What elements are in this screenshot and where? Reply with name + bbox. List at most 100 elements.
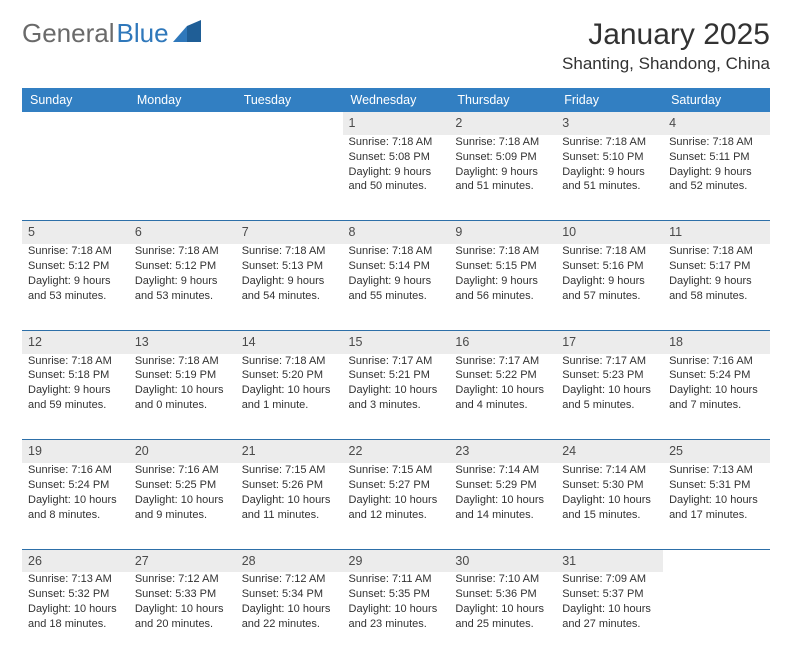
- day-info: Sunrise: 7:15 AMSunset: 5:27 PMDaylight:…: [343, 463, 450, 549]
- day-number: 21: [236, 440, 343, 463]
- location: Shanting, Shandong, China: [562, 54, 770, 74]
- day-info-text: Sunrise: 7:17 AMSunset: 5:21 PMDaylight:…: [349, 354, 444, 413]
- daynum-row: 1234: [22, 112, 770, 135]
- daynum-row: 262728293031: [22, 549, 770, 572]
- day-number: 8: [343, 221, 450, 244]
- day-info: [22, 135, 129, 221]
- day-info: Sunrise: 7:13 AMSunset: 5:31 PMDaylight:…: [663, 463, 770, 549]
- daynum-row: 19202122232425: [22, 440, 770, 463]
- day-info: Sunrise: 7:18 AMSunset: 5:12 PMDaylight:…: [22, 244, 129, 330]
- logo-text-1: General: [22, 18, 115, 49]
- day-info-text: Sunrise: 7:14 AMSunset: 5:29 PMDaylight:…: [455, 463, 550, 522]
- day-info: Sunrise: 7:12 AMSunset: 5:33 PMDaylight:…: [129, 572, 236, 658]
- day-info-text: Sunrise: 7:14 AMSunset: 5:30 PMDaylight:…: [562, 463, 657, 522]
- weekday-header: Tuesday: [236, 88, 343, 112]
- month-title: January 2025: [562, 18, 770, 52]
- day-info: Sunrise: 7:15 AMSunset: 5:26 PMDaylight:…: [236, 463, 343, 549]
- page-header: GeneralBlue January 2025 Shanting, Shand…: [22, 18, 770, 74]
- day-number: 3: [556, 112, 663, 135]
- day-info-text: Sunrise: 7:18 AMSunset: 5:18 PMDaylight:…: [28, 354, 123, 413]
- day-info-row: Sunrise: 7:16 AMSunset: 5:24 PMDaylight:…: [22, 463, 770, 549]
- day-info-text: Sunrise: 7:18 AMSunset: 5:15 PMDaylight:…: [455, 244, 550, 303]
- day-info: Sunrise: 7:18 AMSunset: 5:08 PMDaylight:…: [343, 135, 450, 221]
- day-info: Sunrise: 7:11 AMSunset: 5:35 PMDaylight:…: [343, 572, 450, 658]
- day-number: [129, 112, 236, 135]
- day-info-text: Sunrise: 7:16 AMSunset: 5:24 PMDaylight:…: [669, 354, 764, 413]
- day-number: 6: [129, 221, 236, 244]
- day-info-text: Sunrise: 7:18 AMSunset: 5:20 PMDaylight:…: [242, 354, 337, 413]
- day-info-text: Sunrise: 7:18 AMSunset: 5:12 PMDaylight:…: [28, 244, 123, 303]
- day-info-text: Sunrise: 7:18 AMSunset: 5:11 PMDaylight:…: [669, 135, 764, 194]
- logo: GeneralBlue: [22, 18, 203, 49]
- day-info: [129, 135, 236, 221]
- day-info-text: Sunrise: 7:18 AMSunset: 5:19 PMDaylight:…: [135, 354, 230, 413]
- weekday-header: Wednesday: [343, 88, 450, 112]
- day-number: 24: [556, 440, 663, 463]
- day-info-text: Sunrise: 7:18 AMSunset: 5:10 PMDaylight:…: [562, 135, 657, 194]
- day-number: 12: [22, 330, 129, 353]
- day-info-text: Sunrise: 7:18 AMSunset: 5:14 PMDaylight:…: [349, 244, 444, 303]
- day-number: 9: [449, 221, 556, 244]
- day-info-text: Sunrise: 7:16 AMSunset: 5:25 PMDaylight:…: [135, 463, 230, 522]
- day-info: Sunrise: 7:17 AMSunset: 5:21 PMDaylight:…: [343, 354, 450, 440]
- day-info: Sunrise: 7:12 AMSunset: 5:34 PMDaylight:…: [236, 572, 343, 658]
- day-number: 14: [236, 330, 343, 353]
- day-info: Sunrise: 7:16 AMSunset: 5:24 PMDaylight:…: [22, 463, 129, 549]
- day-info: [236, 135, 343, 221]
- weekday-header: Saturday: [663, 88, 770, 112]
- day-number: 26: [22, 549, 129, 572]
- weekday-header-row: Sunday Monday Tuesday Wednesday Thursday…: [22, 88, 770, 112]
- day-info-text: Sunrise: 7:18 AMSunset: 5:17 PMDaylight:…: [669, 244, 764, 303]
- day-info: [663, 572, 770, 658]
- day-info: Sunrise: 7:18 AMSunset: 5:20 PMDaylight:…: [236, 354, 343, 440]
- day-number: 28: [236, 549, 343, 572]
- day-info-text: Sunrise: 7:15 AMSunset: 5:26 PMDaylight:…: [242, 463, 337, 522]
- weekday-header: Thursday: [449, 88, 556, 112]
- day-info: Sunrise: 7:18 AMSunset: 5:10 PMDaylight:…: [556, 135, 663, 221]
- weekday-header: Monday: [129, 88, 236, 112]
- day-info: Sunrise: 7:14 AMSunset: 5:30 PMDaylight:…: [556, 463, 663, 549]
- day-info: Sunrise: 7:18 AMSunset: 5:17 PMDaylight:…: [663, 244, 770, 330]
- weekday-header: Sunday: [22, 88, 129, 112]
- day-info: Sunrise: 7:18 AMSunset: 5:18 PMDaylight:…: [22, 354, 129, 440]
- day-info: Sunrise: 7:18 AMSunset: 5:15 PMDaylight:…: [449, 244, 556, 330]
- day-info-text: Sunrise: 7:16 AMSunset: 5:24 PMDaylight:…: [28, 463, 123, 522]
- day-info: Sunrise: 7:18 AMSunset: 5:09 PMDaylight:…: [449, 135, 556, 221]
- day-info-text: Sunrise: 7:09 AMSunset: 5:37 PMDaylight:…: [562, 572, 657, 631]
- day-number: 20: [129, 440, 236, 463]
- day-number: 13: [129, 330, 236, 353]
- daynum-row: 567891011: [22, 221, 770, 244]
- day-info-text: Sunrise: 7:12 AMSunset: 5:34 PMDaylight:…: [242, 572, 337, 631]
- day-info: Sunrise: 7:10 AMSunset: 5:36 PMDaylight:…: [449, 572, 556, 658]
- day-info-text: Sunrise: 7:18 AMSunset: 5:16 PMDaylight:…: [562, 244, 657, 303]
- day-info: Sunrise: 7:18 AMSunset: 5:16 PMDaylight:…: [556, 244, 663, 330]
- day-number: 16: [449, 330, 556, 353]
- day-number: 29: [343, 549, 450, 572]
- calendar-table: Sunday Monday Tuesday Wednesday Thursday…: [22, 88, 770, 658]
- title-block: January 2025 Shanting, Shandong, China: [562, 18, 770, 74]
- day-number: 31: [556, 549, 663, 572]
- day-info-text: Sunrise: 7:10 AMSunset: 5:36 PMDaylight:…: [455, 572, 550, 631]
- day-info-text: Sunrise: 7:18 AMSunset: 5:09 PMDaylight:…: [455, 135, 550, 194]
- day-number: 22: [343, 440, 450, 463]
- day-number: 2: [449, 112, 556, 135]
- day-info: Sunrise: 7:18 AMSunset: 5:11 PMDaylight:…: [663, 135, 770, 221]
- day-number: 30: [449, 549, 556, 572]
- logo-text-2: Blue: [117, 18, 169, 49]
- day-info-text: Sunrise: 7:15 AMSunset: 5:27 PMDaylight:…: [349, 463, 444, 522]
- day-info: Sunrise: 7:13 AMSunset: 5:32 PMDaylight:…: [22, 572, 129, 658]
- day-number: 11: [663, 221, 770, 244]
- day-number: 27: [129, 549, 236, 572]
- day-info: Sunrise: 7:18 AMSunset: 5:19 PMDaylight:…: [129, 354, 236, 440]
- day-number: 25: [663, 440, 770, 463]
- day-info: Sunrise: 7:18 AMSunset: 5:14 PMDaylight:…: [343, 244, 450, 330]
- day-info-text: Sunrise: 7:13 AMSunset: 5:31 PMDaylight:…: [669, 463, 764, 522]
- calendar-body: 1234Sunrise: 7:18 AMSunset: 5:08 PMDayli…: [22, 112, 770, 658]
- day-info: Sunrise: 7:09 AMSunset: 5:37 PMDaylight:…: [556, 572, 663, 658]
- day-info: Sunrise: 7:16 AMSunset: 5:25 PMDaylight:…: [129, 463, 236, 549]
- day-number: 1: [343, 112, 450, 135]
- day-info: Sunrise: 7:17 AMSunset: 5:23 PMDaylight:…: [556, 354, 663, 440]
- day-info-text: Sunrise: 7:11 AMSunset: 5:35 PMDaylight:…: [349, 572, 444, 631]
- day-number: 23: [449, 440, 556, 463]
- day-info: Sunrise: 7:18 AMSunset: 5:12 PMDaylight:…: [129, 244, 236, 330]
